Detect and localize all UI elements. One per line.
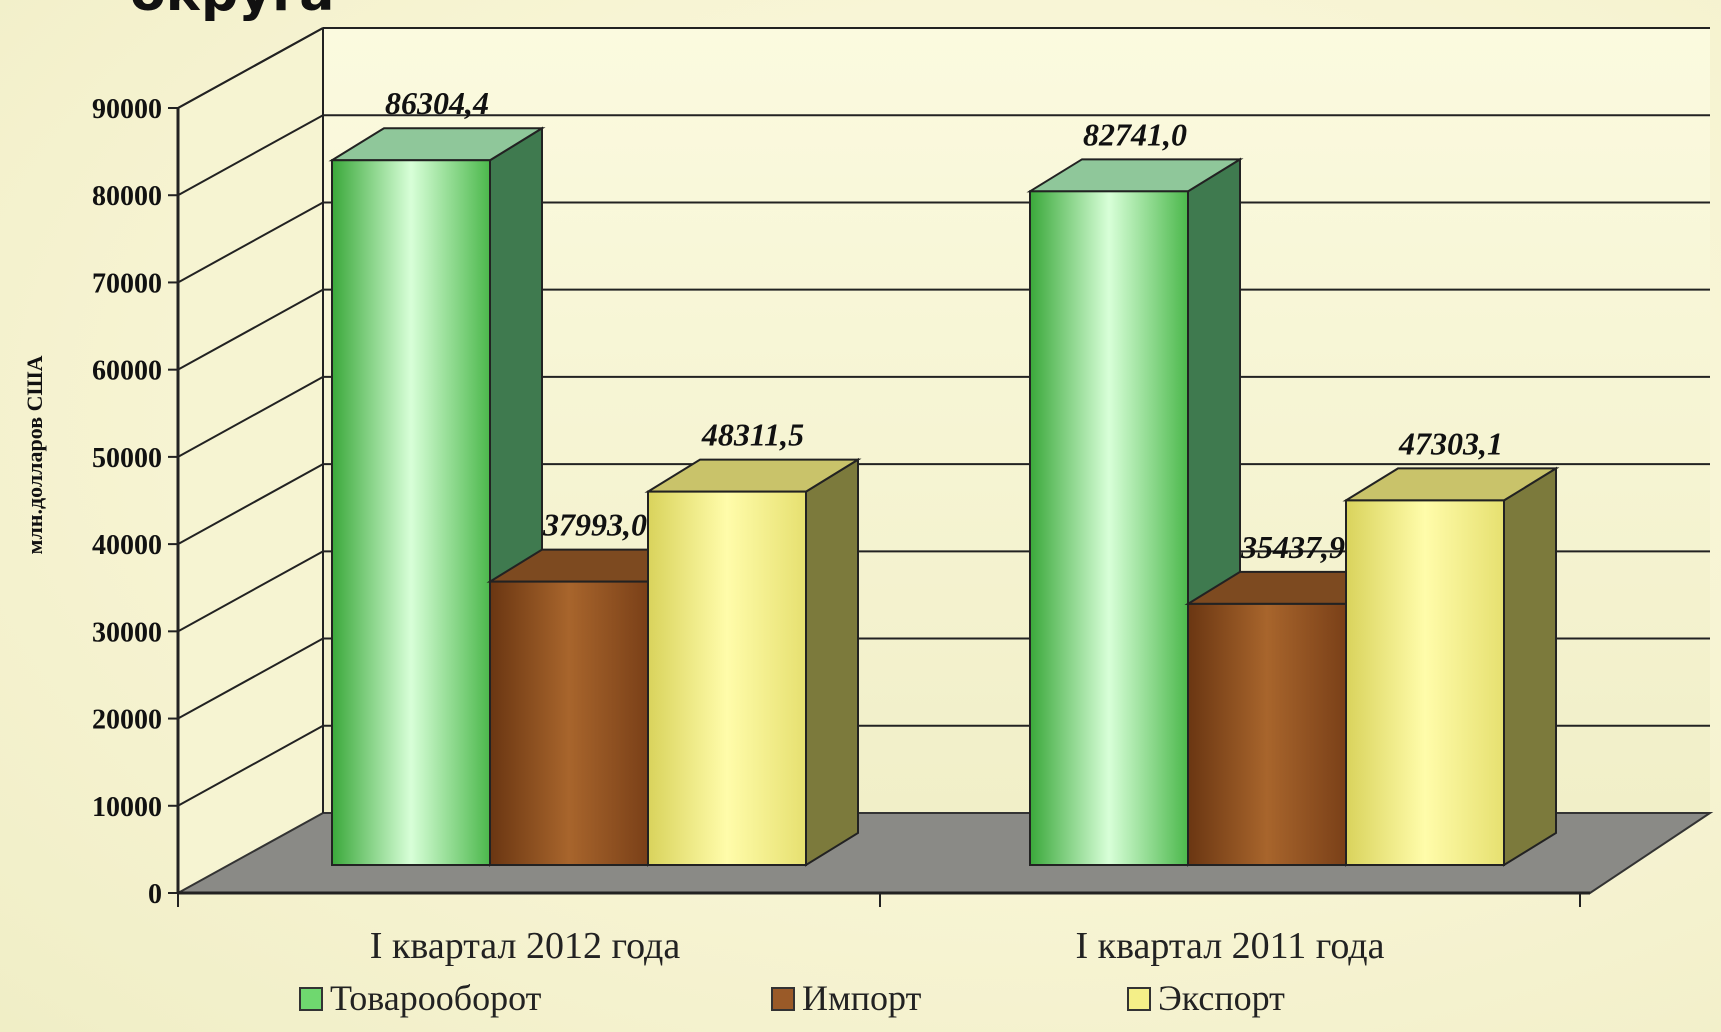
y-tick-label: 20000 [92,705,162,736]
bars [328,126,1560,867]
gridline-depth [177,550,324,633]
bar [489,580,649,867]
y-tick-label: 10000 [92,792,162,823]
data-label: 47303,1 [1398,425,1503,461]
y-tick-label: 80000 [92,181,162,212]
y-tick-label: 0 [148,879,162,910]
data-label: 35437,9 [1240,529,1345,565]
x-tick-label: I квартал 2011 года [1076,925,1385,967]
gridline-depth [177,376,324,458]
y-tick-label: 90000 [92,94,162,125]
data-label: 82741,0 [1083,116,1187,152]
y-tick-label: 50000 [92,443,162,474]
x-tick-label: I квартал 2012 года [370,925,681,967]
bar [647,490,807,866]
bar [331,159,491,867]
bar [1345,499,1505,866]
legend-label: Товарооборот [330,978,542,1018]
y-tick-label: 40000 [92,530,162,561]
legend: Товарооборот Импорт Экспорт [299,978,1285,1018]
legend-label: Экспорт [1158,978,1285,1018]
y-tick-label: 30000 [92,617,162,648]
legend-label: Импорт [802,978,922,1018]
gridline-depth [177,288,324,371]
side-wall [178,28,323,893]
bar [1029,190,1189,866]
gridline-depth [177,637,324,720]
gridline-depth [177,201,324,284]
gridline-depth [177,463,324,545]
wall-top-edge [177,27,324,109]
legend-swatch [1127,987,1151,1011]
y-tick-label: 60000 [92,356,162,387]
bar [1187,602,1347,866]
bar-side [1503,466,1557,867]
y-axis-label: млн.долларов США [22,355,47,554]
data-labels: 86304,4 82741,0 37993,0 35437,9 48311,5 47303… [385,85,1503,565]
legend-swatch [771,987,795,1011]
gridline-depth [177,114,324,197]
data-label: 48311,5 [701,417,804,453]
data-label: 37993,0 [542,507,647,543]
data-label: 86304,4 [385,85,489,121]
legend-swatch [299,987,323,1011]
y-tick-label: 70000 [92,268,162,299]
bar-side [805,457,859,867]
gridline-depth [177,724,324,807]
chart-title: округа [130,0,334,23]
